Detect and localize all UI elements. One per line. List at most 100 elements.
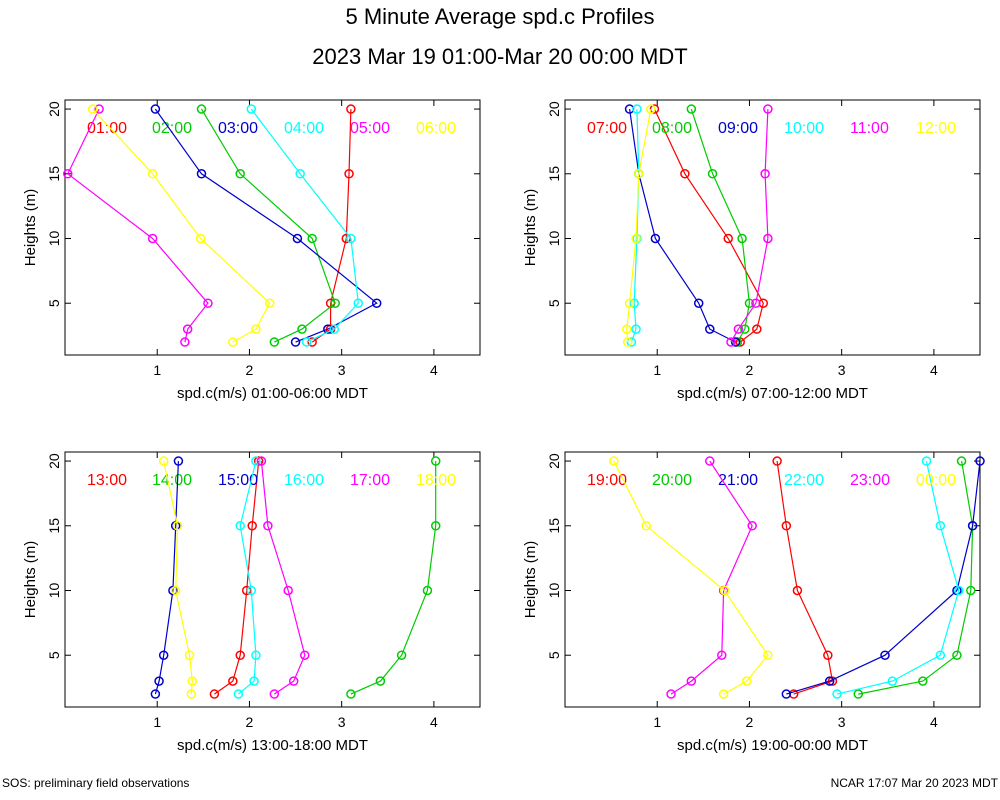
data-point [772,456,782,466]
data-point [823,650,833,660]
data-point [723,233,733,244]
x-tick-label: 4 [930,362,938,378]
data-point [705,324,715,334]
data-point [686,676,697,686]
data-point [718,689,729,699]
data-point [666,689,676,699]
legend-entry: 10:00 [784,120,824,137]
y-tick-label: 20 [546,453,562,469]
x-tick-label: 1 [153,714,161,730]
series-line-21:00 [786,461,981,695]
chart-title: 5 Minute Average spd.c Profiles [345,4,655,29]
data-point [264,298,275,308]
data-point [430,456,441,466]
plot-frame [64,99,481,356]
legend-entry: 18:00 [416,472,456,489]
data-point [967,521,978,531]
data-point [609,456,619,466]
data-point [693,298,704,308]
legend-entry: 21:00 [718,472,758,489]
data-point [251,324,261,334]
chart-subtitle: 2023 Mar 19 01:00-Mar 20 00:00 MDT [312,44,688,69]
data-point [622,324,632,334]
x-tick-label: 2 [746,714,754,730]
data-point [158,650,169,660]
data-point [329,324,340,334]
series-line-03:00 [154,108,378,343]
data-point [741,676,752,686]
data-point [631,233,641,244]
x-axis-label: spd.c(m/s) 19:00-00:00 MDT [677,737,868,754]
y-axis-label: Heights (m) [22,541,39,619]
data-point [751,298,761,308]
data-point [763,233,773,244]
series-line-09:00 [629,109,736,343]
legend-entry: 17:00 [350,472,390,489]
series-line-05:00 [67,108,209,343]
data-point [301,337,312,347]
y-tick-label: 10 [46,583,62,599]
data-point [646,104,656,114]
footer-right-note: NCAR 17:07 Mar 20 2023 MDT [830,776,998,790]
data-point [747,521,757,531]
data-point [184,650,195,660]
y-axis-label: Heights (m) [522,541,539,619]
series-line-22:00 [836,460,960,695]
data-point [196,169,207,179]
x-tick-label: 3 [838,362,846,378]
series-line-10:00 [630,109,640,343]
x-tick-label: 3 [838,714,846,730]
data-point [975,456,985,466]
data-point [641,521,651,531]
data-point [307,233,317,244]
data-point [180,337,190,347]
data-point [168,585,178,596]
data-point [256,456,267,466]
data-point [147,233,158,244]
y-tick-label: 15 [46,166,62,182]
data-point [228,676,238,686]
series-line-04:00 [250,108,359,343]
series-line-13:00 [214,461,260,695]
data-point [344,169,354,179]
y-tick-label: 20 [46,101,62,117]
data-point [94,104,104,114]
data-point [307,337,317,347]
legend-entry: 19:00 [587,472,627,489]
data-point [323,324,333,334]
data-point [935,521,946,531]
data-point [824,676,835,686]
data-point [396,650,407,660]
x-tick-label: 3 [338,714,346,730]
data-point [622,337,633,347]
footer-left-note: SOS: preliminary field observations [2,776,190,790]
data-point [251,456,261,466]
y-tick-label: 5 [46,299,62,307]
legend-entry: 14:00 [152,472,192,489]
y-tick-label: 5 [46,651,62,659]
data-point [966,585,976,596]
x-axis-label: spd.c(m/s) 01:00-06:00 MDT [177,385,368,402]
x-tick-label: 4 [930,714,938,730]
series-line-23:00 [670,460,753,695]
y-tick-label: 5 [546,651,562,659]
plot-frame [64,451,481,708]
data-point [241,585,252,596]
legend-entry: 13:00 [87,472,127,489]
data-point [269,689,280,699]
data-point [717,650,727,660]
data-point [781,689,792,699]
legend-entry: 20:00 [652,472,692,489]
y-tick-label: 15 [546,166,562,182]
y-tick-label: 10 [546,231,562,247]
x-axis-label: spd.c(m/s) 07:00-12:00 MDT [677,385,868,402]
y-tick-label: 20 [546,101,562,117]
x-tick-label: 2 [746,362,754,378]
data-point [203,298,213,308]
data-point [430,521,441,531]
data-point [150,689,161,699]
data-point [172,521,183,531]
data-point [792,585,803,596]
data-point [288,676,299,686]
data-point [921,456,932,466]
